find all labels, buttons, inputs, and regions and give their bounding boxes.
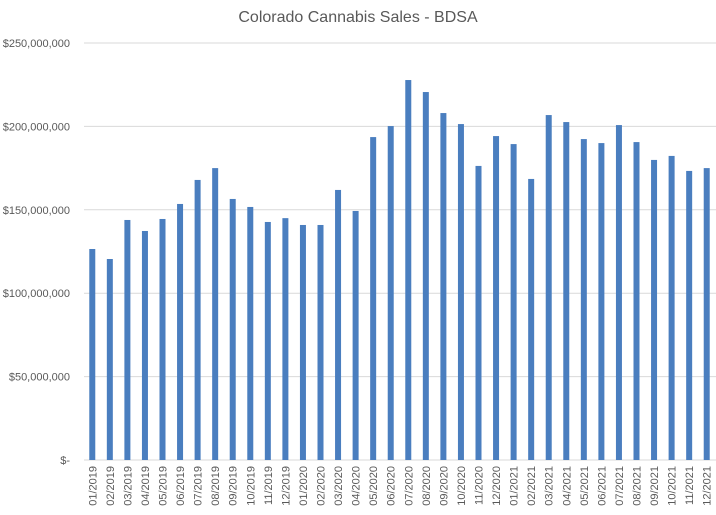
x-tick-label: 02/2019 [105,466,117,506]
x-tick-label: 12/2020 [491,466,503,506]
x-tick-label: 11/2019 [263,466,275,505]
bars [89,80,710,461]
x-tick-label: 05/2021 [579,466,591,506]
x-tick-label: 08/2021 [632,466,644,506]
x-tick-label: 12/2021 [702,466,714,506]
bar-04-2020 [352,210,359,460]
bar-11-2021 [686,170,693,460]
y-tick-label: $100,000,000 [3,288,70,300]
y-tick-label: $150,000,000 [3,205,70,217]
x-tick-label: 04/2019 [140,466,152,506]
bar-05-2019 [159,218,166,460]
x-tick-label: 03/2021 [544,466,556,506]
bar-06-2019 [177,203,184,460]
bar-01-2019 [89,248,96,460]
bar-02-2019 [106,259,113,460]
x-tick-label: 10/2021 [667,466,679,506]
x-tick-label: 05/2020 [368,466,380,506]
bar-09-2019 [229,198,236,460]
bar-04-2019 [141,230,148,460]
bar-09-2021 [651,159,658,460]
x-tick-label: 07/2019 [193,466,205,506]
bar-01-2020 [299,224,306,460]
y-tick-label: $250,000,000 [3,38,70,50]
x-tick-label: 01/2019 [87,466,99,506]
x-tick-label: 05/2019 [158,466,170,506]
bar-11-2019 [264,221,271,460]
x-tick-label: 12/2019 [280,466,292,506]
bar-12-2020 [493,136,500,460]
bar-08-2021 [633,142,640,460]
bar-12-2019 [282,218,289,460]
bar-04-2021 [563,122,570,460]
x-tick-label: 02/2021 [526,466,538,506]
bar-03-2021 [545,115,552,460]
x-tick-label: 08/2019 [210,466,222,506]
x-tick-label: 04/2020 [351,466,363,506]
x-tick-label: 06/2019 [175,466,187,506]
bar-07-2019 [194,179,201,460]
bar-07-2021 [615,125,622,460]
bar-11-2020 [475,165,482,461]
bar-02-2020 [317,224,324,460]
bar-08-2020 [422,92,429,461]
x-tick-label: 08/2020 [421,466,433,506]
x-tick-label: 10/2019 [245,466,257,506]
y-tick-label: $- [60,455,70,467]
bar-02-2021 [528,178,535,460]
bar-03-2020 [335,189,342,460]
x-tick-label: 02/2020 [316,466,328,506]
x-tick-label: 11/2020 [474,466,486,505]
bar-12-2021 [703,168,710,460]
x-tick-label: 01/2021 [509,466,521,506]
gridlines [84,42,716,461]
y-axis-ticks: $- $50,000,000 $100,000,000 $150,000,000 $20… [3,38,71,467]
bar-01-2021 [510,144,517,460]
bar-05-2020 [370,137,377,460]
chart-title: Colorado Cannabis Sales - BDSA [238,9,478,26]
x-tick-label: 06/2021 [596,466,608,506]
bar-05-2021 [580,139,587,461]
y-tick-label: $200,000,000 [3,121,70,133]
bar-06-2020 [387,126,394,460]
x-tick-label: 09/2021 [649,466,661,506]
y-tick-label: $50,000,000 [9,372,70,384]
x-tick-label: 03/2020 [333,466,345,506]
bar-10-2020 [457,124,464,461]
x-tick-label: 07/2020 [403,466,415,506]
x-tick-label: 06/2020 [386,466,398,506]
bar-06-2021 [598,143,605,460]
bar-03-2019 [124,219,131,460]
x-tick-label: 09/2020 [438,466,450,506]
x-tick-label: 10/2020 [456,466,468,506]
x-axis-ticks: 01/2019 02/2019 03/2019 04/2019 05/2019 06/20… [87,466,713,506]
bar-10-2019 [247,206,254,460]
x-tick-label: 01/2020 [298,466,310,506]
x-tick-label: 03/2019 [122,466,134,506]
bar-08-2019 [212,168,219,460]
bar-07-2020 [405,80,412,460]
bar-10-2021 [668,155,675,461]
x-tick-label: 04/2021 [561,466,573,506]
bar-09-2020 [440,113,447,460]
x-tick-label: 11/2021 [684,466,696,505]
x-tick-label: 07/2021 [614,466,626,506]
x-tick-label: 09/2019 [228,466,240,506]
